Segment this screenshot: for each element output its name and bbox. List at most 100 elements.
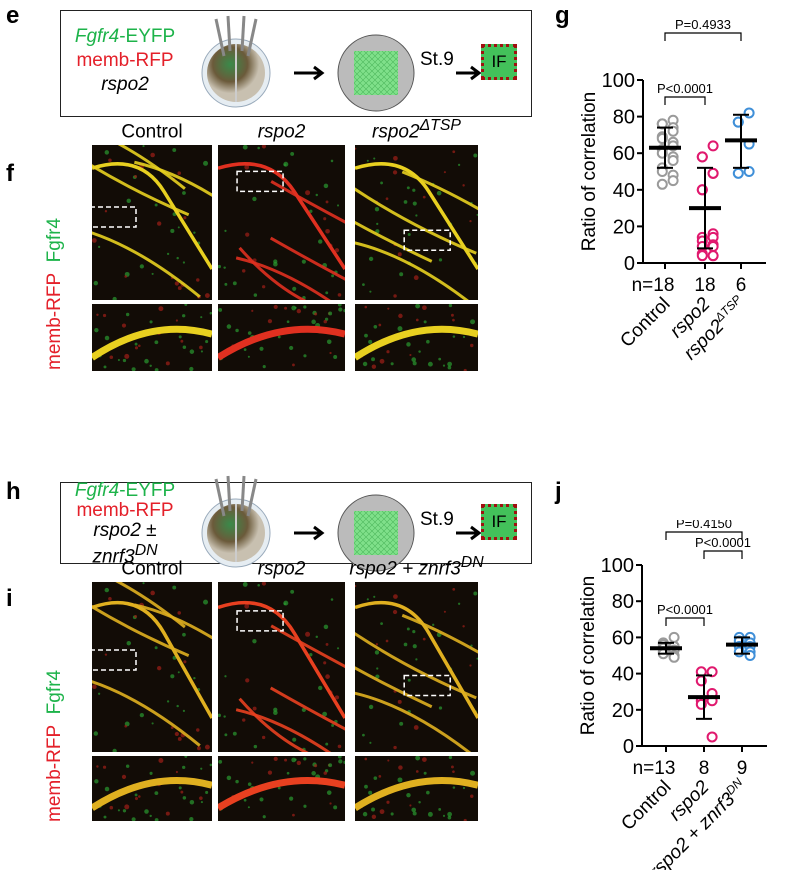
speckle (96, 765, 99, 768)
n-label: 18 (694, 275, 715, 296)
speckle (232, 731, 237, 736)
speckle (330, 159, 334, 163)
speckle (205, 790, 209, 794)
speckle (318, 239, 323, 244)
speckle (184, 304, 188, 306)
speckle (452, 588, 456, 591)
micrograph-zoom (355, 304, 478, 371)
cell-membrane (269, 686, 345, 731)
cell-membrane (117, 145, 186, 190)
significance-bracket (665, 531, 743, 540)
speckle (364, 784, 368, 789)
speckle (134, 342, 138, 346)
speckle (333, 354, 338, 359)
gene-fgfr4: Fgfr4 (74, 480, 120, 501)
speckle (196, 728, 200, 732)
cell-membrane (355, 162, 478, 270)
speckle (406, 342, 411, 347)
speckle (375, 674, 380, 679)
speckle (242, 269, 246, 273)
speckle (150, 590, 155, 596)
speckle (245, 678, 250, 683)
speckle (325, 674, 330, 679)
speckle (369, 290, 372, 293)
data-point (707, 140, 719, 152)
speckle (418, 350, 421, 353)
cell-membrane-zoom (355, 325, 478, 361)
speckle (415, 214, 418, 217)
speckle (338, 759, 343, 764)
micrograph-zoom (218, 304, 345, 371)
cell-membrane-zoom (92, 777, 212, 811)
speckle (406, 792, 411, 798)
speckle (303, 804, 307, 808)
data-point (707, 167, 719, 179)
speckle (393, 594, 398, 599)
speckle (126, 641, 131, 646)
speckle (443, 171, 446, 174)
speckle (261, 582, 267, 586)
data-point (667, 155, 679, 167)
speckle (385, 639, 389, 643)
speckle (104, 786, 110, 792)
n-label: 9 (737, 758, 748, 779)
tag-eyfp: -EYFP (119, 480, 176, 501)
gene-rspo2: rspo2 ± (93, 520, 157, 541)
speckle (134, 796, 139, 801)
speckle (450, 765, 454, 769)
speckle (374, 207, 380, 212)
zoom-region-box (403, 229, 451, 251)
speckle (262, 815, 266, 819)
speckle (223, 715, 226, 718)
speckle (412, 644, 417, 649)
speckle (368, 256, 374, 262)
speckle (257, 146, 260, 150)
speckle (172, 655, 177, 660)
speckle (178, 335, 182, 339)
speckle (426, 790, 430, 795)
micrograph-overview (355, 582, 478, 752)
y-tick-label: 80 (613, 107, 635, 129)
y-axis-label: Ratio of correlation (579, 92, 600, 251)
speckle (303, 757, 307, 761)
zoom-region-box (92, 649, 137, 671)
speckle (226, 775, 232, 781)
speckle (373, 325, 378, 329)
speckle (411, 357, 417, 362)
speckle (422, 637, 426, 641)
speckle (422, 195, 426, 199)
speckle (457, 602, 461, 605)
cell-membrane (92, 231, 201, 298)
speckle (209, 311, 212, 315)
speckle (452, 770, 455, 773)
membrane-signal (92, 756, 212, 821)
speckle (375, 229, 380, 234)
data-point (744, 650, 756, 661)
speckle (334, 248, 340, 253)
column-title: Control (121, 558, 183, 580)
speckle (323, 771, 328, 775)
micrograph-zoom (92, 304, 212, 371)
speckle (292, 363, 295, 367)
speckle (142, 145, 145, 148)
speckle (170, 726, 174, 729)
row-label-red: memb-RFP (44, 724, 65, 822)
speckle (121, 774, 127, 780)
speckle (373, 776, 378, 780)
speckle (218, 264, 222, 269)
micrograph-overview (355, 145, 478, 300)
speckle (447, 365, 452, 370)
speckle (311, 771, 316, 776)
speckle (224, 229, 227, 233)
speckle (355, 147, 357, 150)
stage-label: St.9 (420, 509, 454, 530)
speckle (259, 346, 264, 351)
tag-eyfp: -EYFP (119, 26, 176, 47)
speckle (393, 294, 397, 298)
data-point (667, 125, 679, 137)
y-tick-label: 40 (612, 664, 634, 686)
column-title: rspo2 (257, 558, 306, 580)
speckle (305, 190, 311, 196)
speckle (177, 286, 182, 291)
speckle (314, 312, 318, 316)
